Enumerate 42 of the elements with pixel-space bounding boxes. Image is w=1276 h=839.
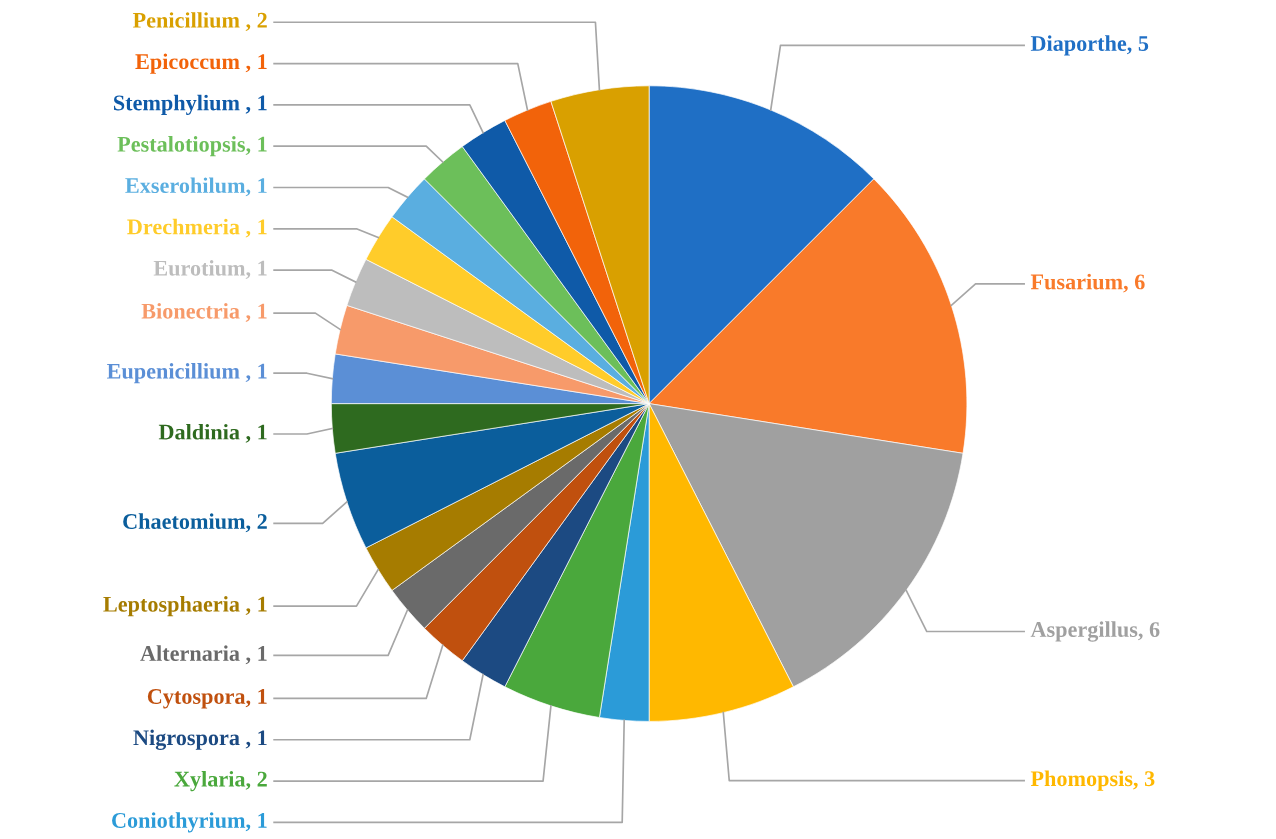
data-label: , 1: [245, 219, 267, 238]
data-label: , 2: [245, 12, 267, 32]
slice-label: Eurotium: [153, 260, 246, 276]
slice-label: Aspergillus: [1030, 621, 1138, 642]
slice-label: Stemphylium: [113, 94, 240, 115]
data-label: , 3: [1133, 771, 1155, 790]
data-label: , 2: [245, 771, 267, 790]
slice-label: Chaetomium: [123, 513, 246, 530]
slice-label: Diaporthe: [1030, 35, 1127, 56]
data-label: , 1: [245, 813, 267, 832]
slice-label: Daldinia: [158, 423, 240, 440]
data-label: , 1: [245, 424, 267, 443]
data-label: , 1: [245, 730, 267, 749]
slice-label: Bionectria: [141, 303, 240, 319]
data-label: , 1: [245, 136, 267, 155]
slice-label: Leptosphaeria: [103, 596, 240, 617]
slice-label: Penicillium: [132, 12, 240, 28]
data-label: , 1: [245, 646, 267, 665]
slice-label: Fusarium: [1030, 273, 1123, 290]
data-label: , 2: [245, 514, 267, 533]
data-label: , 1: [245, 178, 267, 197]
data-label: , 6: [1123, 274, 1145, 293]
data-label: , 1: [245, 95, 267, 114]
slice-label: Coniothyrium: [112, 812, 246, 833]
slice-label: Xylaria: [174, 770, 246, 792]
slice-label: Cytospora: [147, 689, 246, 709]
data-label: , 1: [245, 363, 267, 382]
data-label: , 5: [1127, 36, 1149, 55]
slice-label: Pestalotiopsis: [117, 136, 245, 157]
slice-label: Nigrospora: [133, 729, 240, 750]
data-label: , 1: [245, 689, 267, 708]
data-label: , 1: [245, 54, 267, 73]
data-label: , 6: [1138, 622, 1160, 641]
data-label: , 1: [245, 596, 267, 615]
data-label: , 1: [245, 303, 267, 322]
slice-label: Drechmeria: [127, 218, 240, 235]
slice-label: Phomopsis: [1030, 770, 1133, 791]
slice-label: Epicoccum: [135, 53, 240, 74]
slice-label: Eupenicillium: [107, 363, 240, 384]
data-label: , 1: [245, 260, 267, 279]
slice-label: Alternaria: [140, 645, 240, 661]
slice-label: Exserohilum: [125, 177, 246, 194]
